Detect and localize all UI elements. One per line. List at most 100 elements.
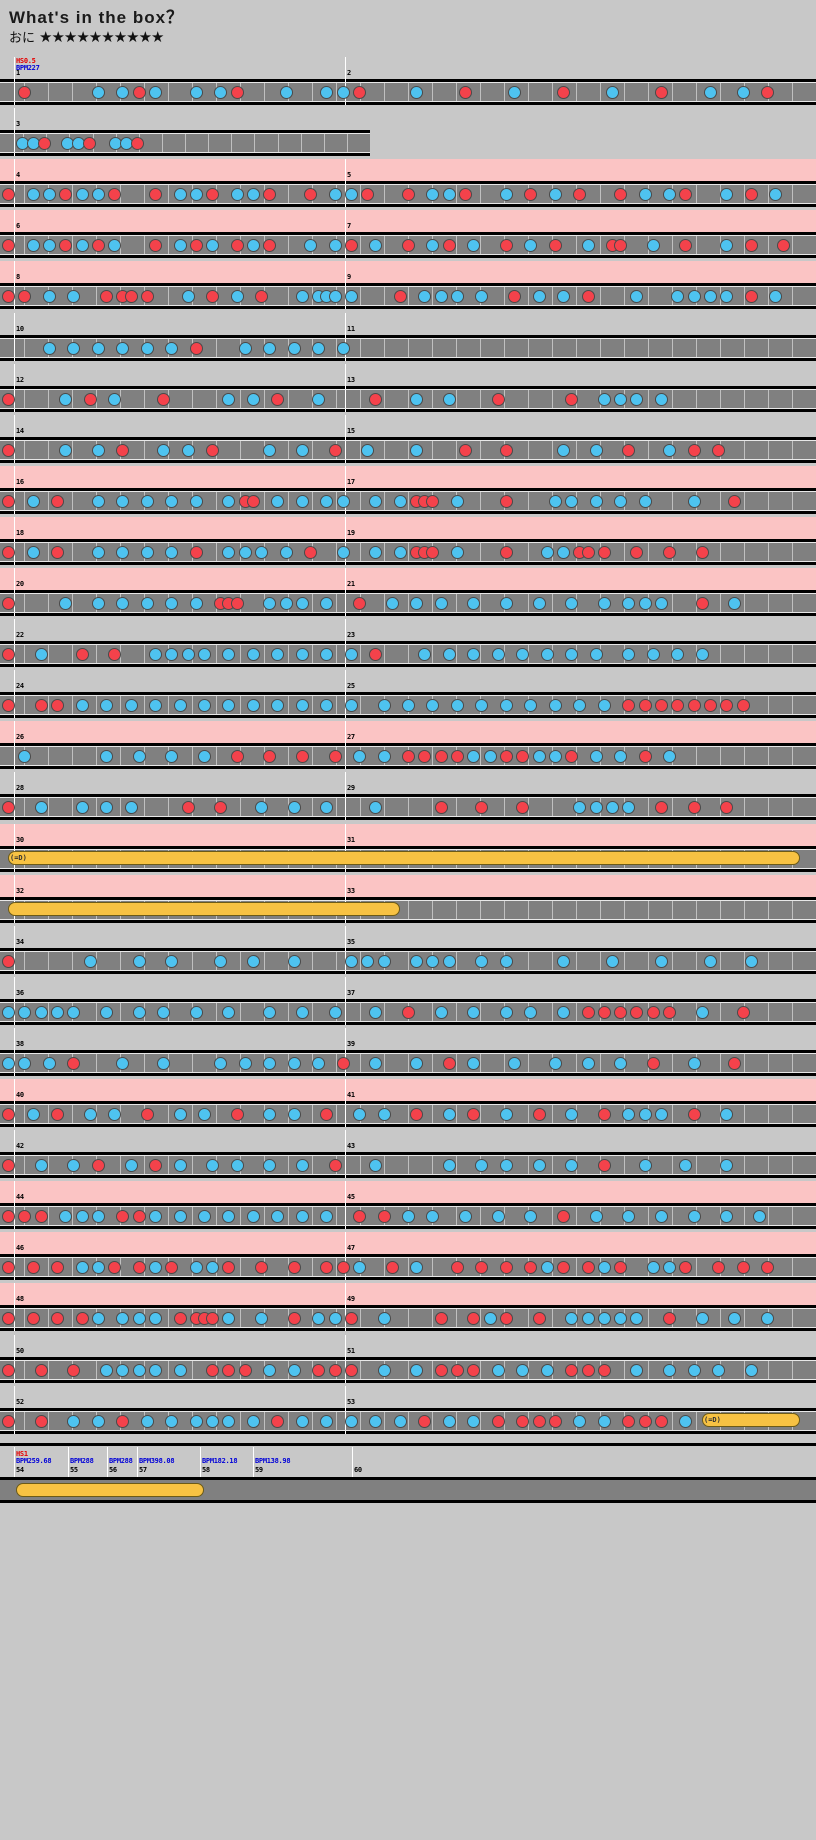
note-lane[interactable] <box>0 1254 816 1281</box>
ka-note[interactable] <box>704 954 717 968</box>
ka-note[interactable] <box>769 188 782 202</box>
ka-note[interactable] <box>663 188 676 202</box>
ka-note[interactable] <box>174 1363 187 1377</box>
ka-note[interactable] <box>35 1005 48 1019</box>
don-note[interactable] <box>133 1261 146 1275</box>
ka-note[interactable] <box>467 648 480 662</box>
ka-note[interactable] <box>410 392 423 406</box>
ka-note[interactable] <box>116 341 129 355</box>
ka-note[interactable] <box>475 954 488 968</box>
note-lane[interactable] <box>0 1049 816 1076</box>
ka-note[interactable] <box>630 290 643 304</box>
ka-note[interactable] <box>141 341 154 355</box>
don-note[interactable] <box>475 801 488 815</box>
ka-note[interactable] <box>745 1363 758 1377</box>
ka-note[interactable] <box>133 1363 146 1377</box>
ka-note[interactable] <box>329 1005 342 1019</box>
ka-note[interactable] <box>353 1261 366 1275</box>
ka-note[interactable] <box>475 699 488 713</box>
note-lane[interactable] <box>0 130 370 157</box>
ka-note[interactable] <box>174 1159 187 1173</box>
don-note[interactable] <box>2 290 15 304</box>
don-note[interactable] <box>688 443 701 457</box>
don-note[interactable] <box>100 290 113 304</box>
ka-note[interactable] <box>67 1159 80 1173</box>
don-note[interactable] <box>288 1261 301 1275</box>
ka-note[interactable] <box>590 801 603 815</box>
ka-note[interactable] <box>247 1210 260 1224</box>
don-note[interactable] <box>639 1414 652 1428</box>
ka-note[interactable] <box>598 597 611 610</box>
ka-note[interactable] <box>573 1414 586 1428</box>
ka-note[interactable] <box>443 648 456 662</box>
ka-note[interactable] <box>198 1108 211 1121</box>
don-note[interactable] <box>582 545 595 559</box>
ka-note[interactable] <box>165 648 178 662</box>
ka-note[interactable] <box>149 1261 162 1275</box>
ka-note[interactable] <box>720 188 733 202</box>
don-note[interactable] <box>443 239 456 253</box>
note-lane[interactable] <box>0 538 816 565</box>
ka-note[interactable] <box>27 1108 40 1121</box>
ka-note[interactable] <box>549 750 562 764</box>
don-note[interactable] <box>524 1261 537 1275</box>
footer-note-lane[interactable] <box>0 1476 816 1503</box>
ka-note[interactable] <box>492 648 505 662</box>
ka-note[interactable] <box>541 1363 554 1377</box>
ka-note[interactable] <box>582 1056 595 1070</box>
ka-note[interactable] <box>76 801 89 815</box>
ka-note[interactable] <box>565 648 578 662</box>
don-note[interactable] <box>582 1261 595 1275</box>
ka-note[interactable] <box>214 1056 227 1070</box>
ka-note[interactable] <box>426 1210 439 1224</box>
ka-note[interactable] <box>394 494 407 508</box>
ka-note[interactable] <box>182 443 195 457</box>
ka-note[interactable] <box>688 290 701 304</box>
ka-note[interactable] <box>92 597 105 610</box>
ka-note[interactable] <box>704 86 717 99</box>
don-note[interactable] <box>402 750 415 764</box>
don-note[interactable] <box>59 239 72 253</box>
don-note[interactable] <box>663 1312 676 1326</box>
ka-note[interactable] <box>271 494 284 508</box>
ka-note[interactable] <box>312 1312 325 1326</box>
don-note[interactable] <box>2 1414 15 1428</box>
don-note[interactable] <box>671 699 684 713</box>
don-note[interactable] <box>76 1312 89 1326</box>
ka-note[interactable] <box>459 1210 472 1224</box>
ka-note[interactable] <box>639 597 652 610</box>
ka-note[interactable] <box>222 1210 235 1224</box>
don-note[interactable] <box>304 188 317 202</box>
ka-note[interactable] <box>198 699 211 713</box>
don-note[interactable] <box>92 1159 105 1173</box>
ka-note[interactable] <box>655 1210 668 1224</box>
don-note[interactable] <box>655 1414 668 1428</box>
ka-note[interactable] <box>125 801 138 815</box>
don-note[interactable] <box>614 188 627 202</box>
ka-note[interactable] <box>720 239 733 253</box>
ka-note[interactable] <box>418 290 431 304</box>
ka-note[interactable] <box>378 750 391 764</box>
don-note[interactable] <box>206 1312 219 1326</box>
ka-note[interactable] <box>116 494 129 508</box>
ka-note[interactable] <box>410 86 423 99</box>
don-note[interactable] <box>500 1312 513 1326</box>
note-lane[interactable] <box>0 385 816 412</box>
ka-note[interactable] <box>337 494 350 508</box>
ka-note[interactable] <box>451 290 464 304</box>
ka-note[interactable] <box>231 290 244 304</box>
don-note[interactable] <box>418 1414 431 1428</box>
ka-note[interactable] <box>345 1414 358 1428</box>
don-note[interactable] <box>133 1210 146 1224</box>
ka-note[interactable] <box>222 1005 235 1019</box>
ka-note[interactable] <box>565 494 578 508</box>
ka-note[interactable] <box>329 188 342 202</box>
don-note[interactable] <box>630 545 643 559</box>
ka-note[interactable] <box>647 239 660 253</box>
ka-note[interactable] <box>165 597 178 610</box>
don-note[interactable] <box>639 750 652 764</box>
don-note[interactable] <box>190 239 203 253</box>
note-lane[interactable] <box>0 436 816 463</box>
don-note[interactable] <box>492 1414 505 1428</box>
don-note[interactable] <box>622 443 635 457</box>
